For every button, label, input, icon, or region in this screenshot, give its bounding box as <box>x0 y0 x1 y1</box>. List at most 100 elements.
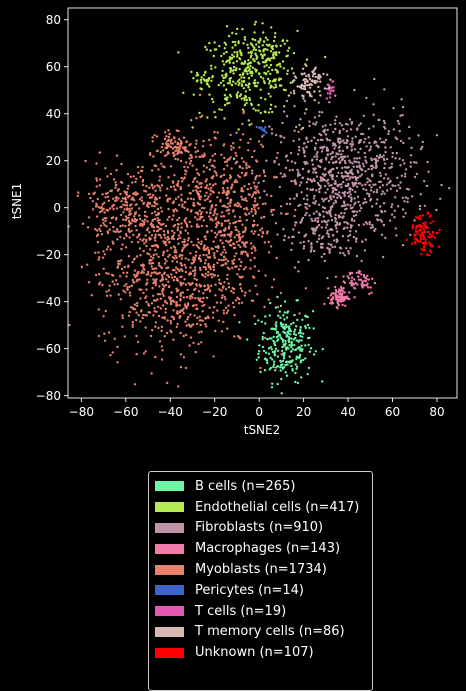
data-point <box>232 246 236 250</box>
data-point <box>141 219 144 222</box>
data-point <box>235 228 238 231</box>
data-point <box>192 260 196 263</box>
data-point <box>223 295 226 299</box>
data-point <box>225 160 228 163</box>
data-point <box>199 195 203 198</box>
data-point <box>305 181 309 184</box>
data-point <box>236 91 240 94</box>
data-point <box>321 348 324 351</box>
data-point <box>228 79 232 83</box>
data-point <box>335 230 339 233</box>
data-point <box>255 358 258 361</box>
data-point <box>147 270 150 274</box>
data-point <box>291 368 294 371</box>
data-point <box>322 178 325 181</box>
data-point <box>175 256 178 259</box>
data-point <box>200 185 203 189</box>
data-point <box>369 180 372 183</box>
data-point <box>227 282 230 285</box>
data-point <box>342 215 345 218</box>
data-point <box>290 340 293 344</box>
data-point <box>103 201 106 204</box>
data-point <box>191 164 194 167</box>
data-point <box>376 214 380 217</box>
data-point <box>187 323 191 326</box>
data-point <box>226 96 229 99</box>
data-point <box>235 131 238 134</box>
data-point <box>222 245 225 248</box>
data-point <box>245 173 248 176</box>
data-point <box>264 274 267 277</box>
data-point <box>338 222 342 225</box>
data-point <box>155 310 158 313</box>
data-point <box>184 201 187 204</box>
data-point <box>95 177 98 180</box>
data-point <box>358 209 361 212</box>
data-point <box>273 35 277 39</box>
data-point <box>305 64 308 68</box>
data-point <box>231 53 234 56</box>
data-point <box>139 297 142 300</box>
data-point <box>179 187 182 191</box>
data-point <box>199 78 202 82</box>
data-point <box>223 94 227 97</box>
data-point <box>264 98 267 101</box>
data-point <box>158 340 162 343</box>
data-point <box>306 198 309 201</box>
data-point <box>146 278 149 281</box>
data-point <box>199 155 202 158</box>
data-point <box>310 246 313 249</box>
data-point <box>327 242 330 246</box>
data-point <box>399 164 402 167</box>
data-point <box>302 245 306 248</box>
data-point <box>397 122 401 125</box>
data-point <box>164 142 168 145</box>
y-tick-label: −60 <box>36 342 61 356</box>
data-point <box>168 132 171 136</box>
data-point <box>409 154 413 157</box>
data-point <box>324 191 327 194</box>
data-point <box>220 211 224 214</box>
legend-swatch <box>155 481 184 492</box>
data-point <box>273 342 276 345</box>
data-point <box>268 337 272 340</box>
data-point <box>179 144 182 148</box>
data-point <box>264 174 267 178</box>
data-point <box>435 134 439 137</box>
data-point <box>369 148 372 151</box>
data-point <box>345 247 348 250</box>
data-point <box>301 84 304 88</box>
data-point <box>227 227 231 230</box>
data-point <box>426 212 429 215</box>
data-point <box>176 228 179 232</box>
data-point <box>199 216 202 219</box>
data-point <box>334 119 337 122</box>
data-point <box>358 182 362 185</box>
data-point <box>282 88 286 92</box>
data-point <box>96 197 100 201</box>
data-point <box>331 80 335 83</box>
data-point <box>173 231 176 235</box>
data-point <box>311 228 315 231</box>
data-point <box>198 257 201 261</box>
data-point <box>286 212 289 215</box>
data-point <box>172 237 175 241</box>
data-point <box>360 173 363 176</box>
data-point <box>294 208 297 212</box>
data-point <box>180 264 183 267</box>
data-point <box>254 178 257 181</box>
data-point <box>342 275 345 278</box>
data-point <box>118 262 122 266</box>
data-point <box>319 186 322 189</box>
data-point <box>180 176 183 180</box>
data-point <box>241 167 244 170</box>
data-point <box>178 216 181 220</box>
data-point <box>298 85 301 89</box>
data-point <box>166 145 169 148</box>
data-point <box>270 46 273 50</box>
data-point <box>200 330 203 333</box>
data-point <box>206 256 210 259</box>
data-point <box>338 149 341 152</box>
data-point <box>204 45 207 49</box>
data-point <box>272 278 276 281</box>
